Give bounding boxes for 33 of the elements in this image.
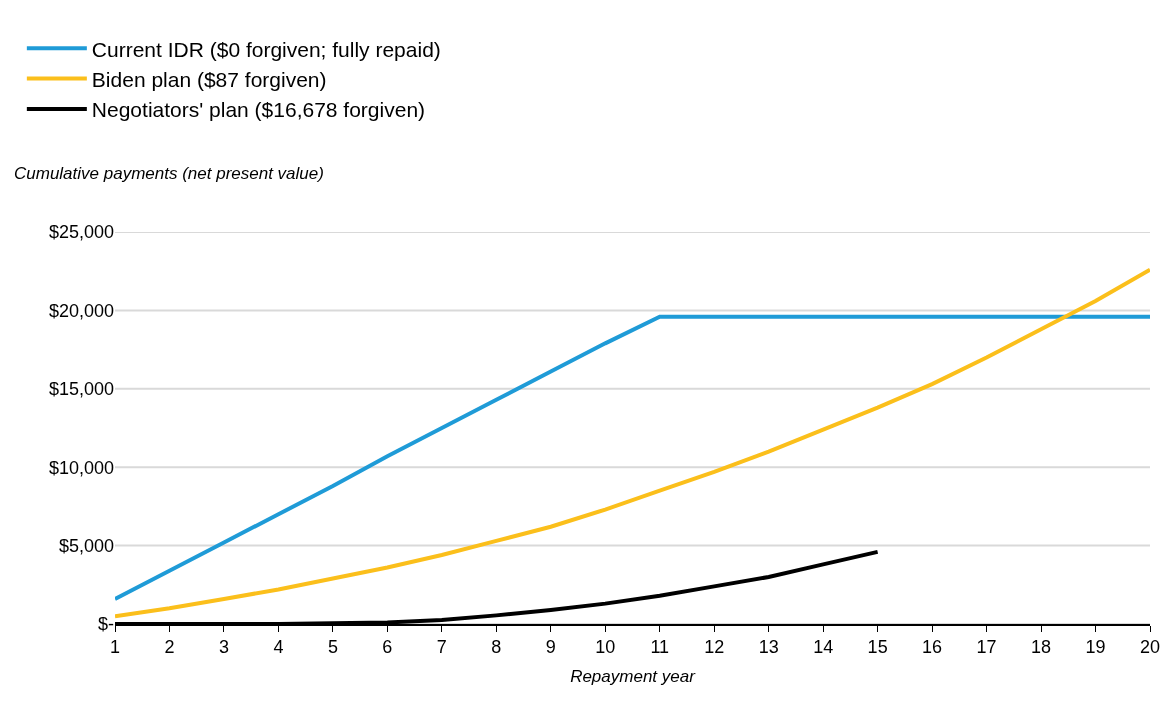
y-tick-label: $5,000 bbox=[58, 535, 114, 556]
legend-label: Negotiators' plan ($16,678 forgiven) bbox=[91, 98, 426, 122]
x-tick-label: 10 bbox=[595, 637, 616, 658]
y-axis-title: Cumulative payments (net present value) bbox=[14, 164, 324, 183]
x-tick-label: 20 bbox=[1139, 637, 1161, 658]
x-axis-title: Repayment year bbox=[570, 667, 697, 687]
x-tick-label: 7 bbox=[436, 637, 447, 658]
x-tick-label: 12 bbox=[704, 637, 725, 658]
x-tick-label: 13 bbox=[758, 637, 779, 658]
y-tick-label: $20,000 bbox=[48, 300, 114, 321]
x-tick-label: 2 bbox=[164, 637, 175, 658]
y-tick-label: $25,000 bbox=[48, 222, 114, 243]
y-tick-label: $15,000 bbox=[48, 379, 114, 400]
x-tick-label: 3 bbox=[218, 637, 229, 658]
x-tick-label: 11 bbox=[650, 637, 670, 658]
x-tick-label: 14 bbox=[813, 637, 834, 658]
x-tick-label: 1 bbox=[109, 637, 121, 658]
x-tick-label: 18 bbox=[1031, 637, 1052, 658]
x-tick-label: 16 bbox=[922, 637, 943, 658]
x-tick-label: 6 bbox=[382, 637, 393, 658]
x-tick-label: 4 bbox=[273, 637, 284, 658]
x-tick-label: 15 bbox=[867, 637, 888, 658]
y-tick-label: $- bbox=[97, 614, 114, 635]
x-tick-label: 8 bbox=[491, 637, 502, 658]
legend-label: Biden plan ($87 forgiven) bbox=[91, 67, 327, 91]
x-tick-label: 5 bbox=[327, 637, 338, 658]
x-tick-label: 9 bbox=[545, 637, 556, 658]
legend-label: Current IDR ($0 forgiven; fully repaid) bbox=[91, 37, 441, 61]
line-series bbox=[115, 314, 1150, 601]
x-tick-label: 19 bbox=[1085, 637, 1106, 658]
y-tick-label: $10,000 bbox=[48, 457, 114, 478]
x-tick-label: 17 bbox=[976, 637, 997, 658]
line-series bbox=[115, 267, 1150, 619]
